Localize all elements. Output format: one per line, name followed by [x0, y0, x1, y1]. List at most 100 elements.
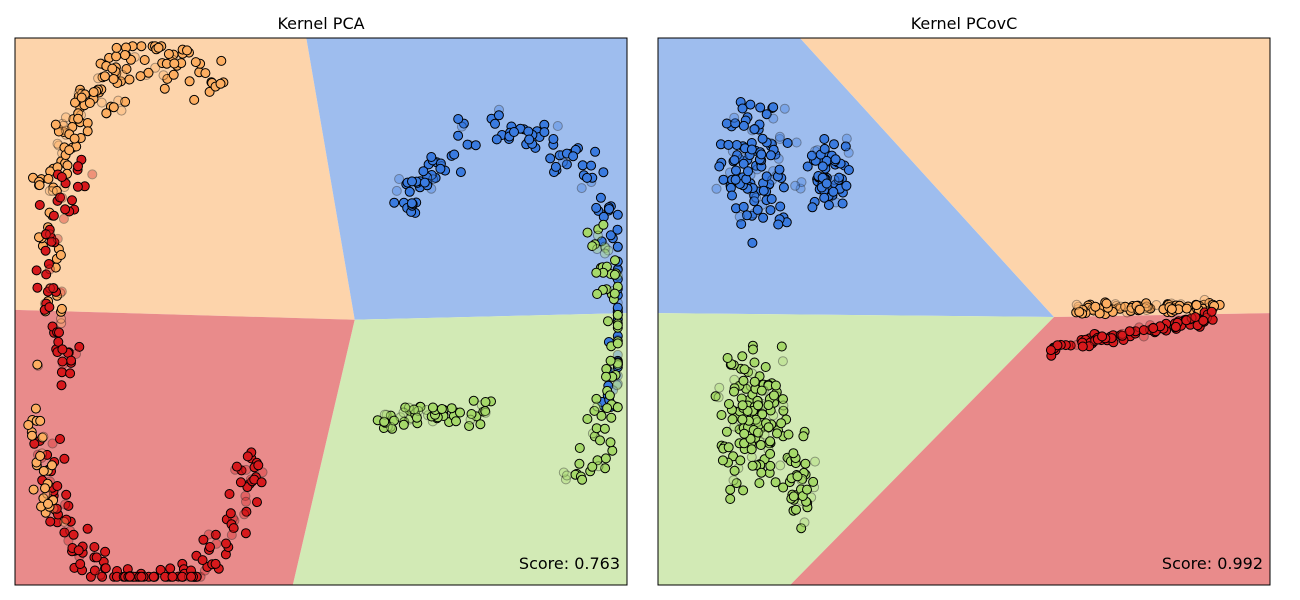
point-blue — [552, 121, 563, 131]
point-orange — [56, 303, 67, 314]
point-red — [225, 508, 236, 519]
point-red — [57, 192, 68, 203]
point-green — [729, 386, 739, 397]
point-red — [1148, 323, 1159, 334]
point-blue — [493, 110, 504, 121]
point-red — [52, 481, 63, 491]
point-orange — [200, 68, 211, 79]
point-blue — [791, 137, 802, 148]
point-blue — [778, 182, 789, 193]
point-green — [723, 442, 734, 453]
point-blue — [612, 224, 623, 235]
point-green — [778, 394, 788, 405]
point-green — [612, 360, 623, 371]
point-red — [242, 451, 253, 462]
point-green — [800, 458, 811, 469]
point-blue — [841, 133, 852, 144]
point-blue — [821, 178, 832, 189]
point-green — [601, 371, 611, 382]
point-green — [595, 435, 605, 446]
point-blue — [391, 185, 402, 196]
point-green — [413, 405, 424, 416]
point-blue — [731, 165, 741, 176]
point-orange — [158, 70, 169, 81]
point-blue — [758, 185, 769, 196]
point-green — [745, 433, 756, 444]
point-blue — [737, 103, 748, 114]
point-orange — [107, 63, 118, 74]
point-red — [58, 213, 69, 224]
point-green — [769, 390, 779, 401]
point-green — [777, 356, 788, 367]
point-blue — [734, 211, 745, 222]
point-green — [574, 458, 585, 469]
point-green — [379, 409, 390, 420]
point-green — [600, 463, 611, 474]
point-orange — [43, 498, 53, 509]
point-green — [574, 443, 585, 453]
point-blue — [407, 176, 417, 187]
point-green — [582, 227, 593, 238]
point-blue — [490, 118, 500, 129]
point-green — [612, 320, 623, 331]
point-orange — [96, 97, 107, 108]
panel-title: Kernel PCovC — [911, 14, 1018, 33]
point-green — [403, 402, 414, 413]
point-blue — [595, 192, 606, 203]
point-red — [56, 172, 67, 182]
point-blue — [736, 219, 747, 229]
point-blue — [761, 109, 772, 120]
point-red — [239, 509, 250, 520]
point-green — [577, 474, 588, 485]
point-red — [29, 438, 40, 449]
point-orange — [168, 69, 179, 80]
point-red — [241, 506, 252, 517]
point-green — [739, 364, 750, 375]
point-orange — [101, 108, 112, 119]
point-blue — [761, 171, 772, 182]
point-orange — [117, 69, 128, 80]
point-green — [765, 448, 776, 459]
point-green — [788, 491, 799, 502]
point-orange — [111, 51, 122, 62]
point-red — [67, 195, 77, 206]
point-blue — [729, 155, 740, 166]
point-blue — [796, 177, 807, 188]
point-orange — [35, 451, 46, 461]
point-green — [605, 437, 616, 448]
panel-kernel-pca: Kernel PCA Score: 0.763 — [14, 14, 628, 586]
point-blue — [612, 241, 623, 252]
point-blue — [576, 183, 587, 194]
point-green — [561, 470, 572, 481]
point-green — [749, 357, 760, 368]
point-red — [136, 571, 147, 582]
point-red — [155, 564, 166, 575]
point-blue — [795, 183, 806, 194]
point-blue — [765, 150, 776, 161]
point-orange — [34, 180, 45, 191]
point-blue — [749, 124, 760, 135]
point-green — [763, 400, 774, 411]
point-blue — [729, 112, 740, 123]
point-red — [66, 355, 77, 366]
point-orange — [38, 466, 49, 476]
point-blue — [727, 190, 737, 201]
point-green — [796, 523, 807, 534]
point-red — [1045, 345, 1056, 356]
point-red — [148, 571, 159, 582]
point-red — [235, 477, 246, 488]
point-red — [72, 181, 83, 192]
point-orange — [50, 119, 61, 130]
panel-kernel-pcovc: Kernel PCovC Score: 0.992 — [657, 14, 1271, 586]
point-green — [737, 414, 748, 425]
point-green — [724, 399, 734, 409]
point-blue — [590, 146, 601, 157]
point-orange — [73, 113, 84, 124]
point-green — [609, 269, 620, 280]
point-orange — [56, 318, 67, 329]
point-orange — [169, 58, 180, 69]
point-green — [411, 412, 422, 423]
point-red — [47, 438, 58, 449]
point-orange — [1115, 301, 1126, 312]
point-orange — [111, 42, 122, 53]
